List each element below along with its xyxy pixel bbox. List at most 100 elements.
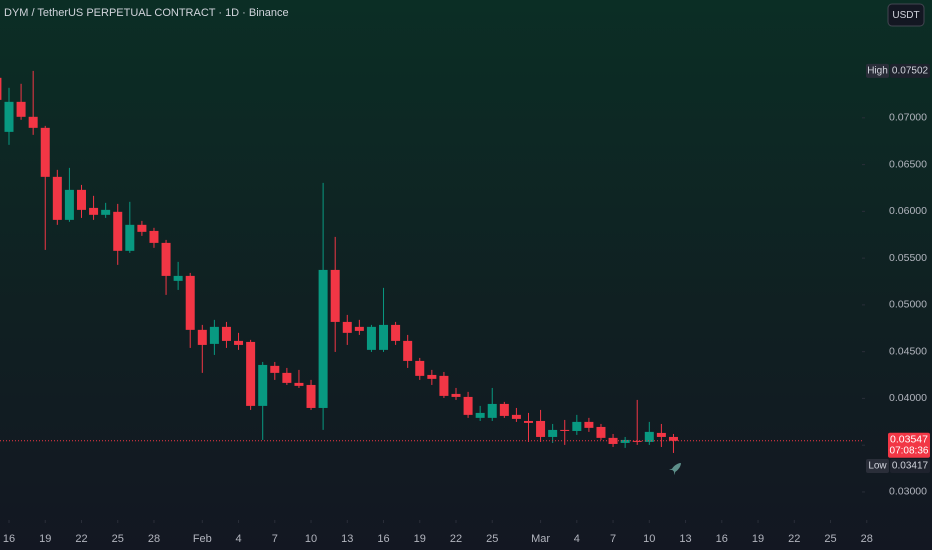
x-tick-label: 25 bbox=[824, 533, 836, 545]
x-tick-label: 10 bbox=[643, 533, 655, 545]
countdown-label: 07:08:36 bbox=[890, 445, 929, 456]
candle-body bbox=[4, 101, 14, 132]
candle-body bbox=[632, 440, 642, 442]
candle-body bbox=[52, 176, 62, 220]
y-tick-label: 0.07000 bbox=[889, 112, 927, 124]
candle-body bbox=[511, 414, 521, 419]
x-tick-label: 19 bbox=[752, 533, 764, 545]
x-tick-label: 16 bbox=[3, 533, 15, 545]
candle-body bbox=[415, 360, 425, 376]
rocket-body[interactable] bbox=[671, 461, 682, 473]
candle-body bbox=[620, 439, 630, 443]
candle-body bbox=[197, 329, 207, 345]
candle-body bbox=[354, 326, 364, 331]
candle-body bbox=[596, 426, 606, 438]
marker-value: 0.07502 bbox=[892, 66, 929, 77]
candle-body bbox=[161, 242, 171, 276]
y-tick-label: 0.04500 bbox=[889, 345, 927, 357]
x-tick-label: 19 bbox=[39, 533, 51, 545]
rocket-icon[interactable] bbox=[668, 460, 684, 476]
candle-body bbox=[572, 421, 582, 431]
candle-body bbox=[391, 324, 401, 341]
candle-body bbox=[451, 393, 461, 397]
candle-body bbox=[403, 340, 413, 361]
marker-value: 0.03417 bbox=[892, 461, 929, 472]
x-tick-label: 16 bbox=[716, 533, 728, 545]
y-tick-label: 0.06500 bbox=[889, 158, 927, 170]
x-tick-label: 4 bbox=[574, 533, 580, 545]
x-tick-label: Feb bbox=[193, 533, 212, 545]
x-tick-label: 19 bbox=[414, 533, 426, 545]
candle-body bbox=[656, 432, 666, 437]
candle-body bbox=[0, 77, 2, 100]
candle-body bbox=[125, 224, 135, 251]
candle-body bbox=[668, 436, 678, 441]
x-tick-label: 22 bbox=[450, 533, 462, 545]
chart-title: DYM / TetherUS PERPETUAL CONTRACT · 1D ·… bbox=[4, 7, 289, 19]
currency-button[interactable] bbox=[887, 3, 925, 27]
candle-body bbox=[427, 374, 437, 379]
marker-name: High bbox=[867, 66, 888, 77]
candle-body bbox=[523, 420, 533, 423]
x-tick-label: 25 bbox=[112, 533, 124, 545]
x-tick-label: 7 bbox=[272, 533, 278, 545]
y-tick-label: 0.05000 bbox=[889, 299, 927, 311]
candle-body bbox=[439, 375, 449, 396]
x-tick-label: 4 bbox=[235, 533, 241, 545]
y-tick-label: 0.05500 bbox=[889, 252, 927, 264]
y-tick-label: 0.06000 bbox=[889, 205, 927, 217]
marker-tag bbox=[866, 63, 889, 78]
candle-body bbox=[499, 403, 509, 416]
candle-body bbox=[64, 189, 74, 220]
x-tick-label: Mar bbox=[531, 533, 550, 545]
candle-body bbox=[76, 189, 86, 210]
candle-body bbox=[560, 429, 570, 431]
candle-body bbox=[149, 230, 159, 243]
candle-body bbox=[101, 209, 111, 215]
candle-body bbox=[40, 127, 50, 177]
candle-body bbox=[330, 269, 340, 322]
x-tick-label: 13 bbox=[679, 533, 691, 545]
candle-body bbox=[221, 326, 231, 341]
candle-body bbox=[644, 431, 654, 442]
candle-body bbox=[89, 207, 99, 215]
y-tick-label: 0.04000 bbox=[889, 392, 927, 404]
marker-tag bbox=[866, 458, 889, 473]
candle-body bbox=[306, 384, 316, 408]
marker-value-box bbox=[890, 63, 930, 78]
candle-body bbox=[173, 275, 183, 281]
candle-body bbox=[379, 324, 389, 350]
x-tick-label: 22 bbox=[75, 533, 87, 545]
candle-body bbox=[209, 326, 219, 344]
candle-body bbox=[584, 421, 594, 428]
rocket-fin[interactable] bbox=[668, 467, 677, 476]
x-tick-label: 25 bbox=[486, 533, 498, 545]
candle-body bbox=[258, 364, 268, 406]
candle-body bbox=[536, 420, 546, 437]
x-tick-label: 16 bbox=[377, 533, 389, 545]
candle-body bbox=[608, 437, 618, 444]
last-price-label: 0.03547 bbox=[890, 434, 928, 446]
marker-value-box bbox=[890, 458, 930, 473]
candle-body bbox=[548, 429, 558, 437]
candle-body bbox=[318, 269, 328, 408]
marker-name: Low bbox=[868, 461, 887, 472]
x-tick-label: 7 bbox=[610, 533, 616, 545]
candle-body bbox=[137, 224, 147, 232]
candle-body bbox=[294, 382, 304, 386]
candle-body bbox=[366, 326, 376, 350]
currency-button-label[interactable]: USDT bbox=[892, 10, 919, 21]
y-tick-label: 0.03000 bbox=[889, 486, 927, 498]
candle-body bbox=[185, 275, 195, 330]
candle-body bbox=[234, 340, 244, 345]
candle-body bbox=[16, 101, 26, 117]
candle-body bbox=[113, 211, 123, 251]
candle-body bbox=[270, 365, 280, 373]
candle-body bbox=[342, 321, 352, 333]
candle-body bbox=[246, 341, 256, 406]
candle-body bbox=[487, 403, 497, 418]
x-tick-label: 10 bbox=[305, 533, 317, 545]
